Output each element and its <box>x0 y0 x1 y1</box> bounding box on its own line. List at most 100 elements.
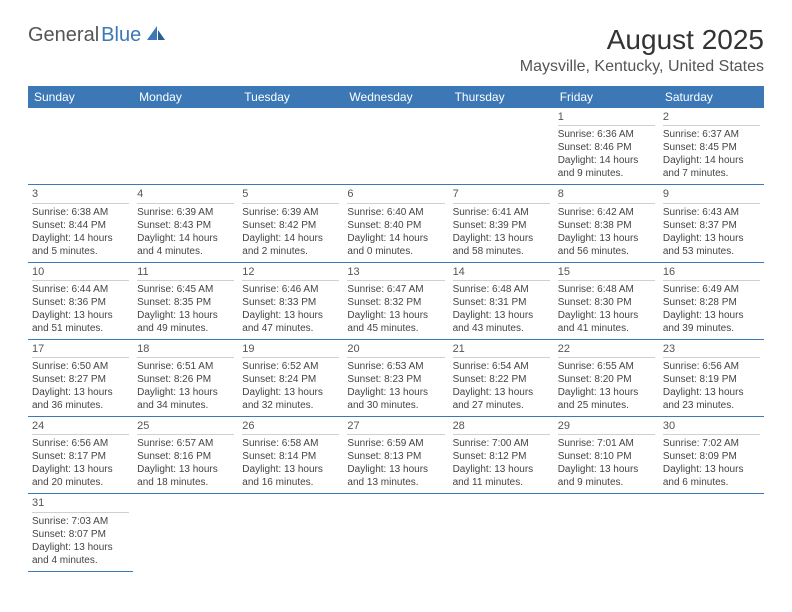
daylight-text: Daylight: 13 hours and 39 minutes. <box>663 309 760 335</box>
calendar-cell: 27Sunrise: 6:59 AMSunset: 8:13 PMDayligh… <box>343 417 448 494</box>
sunset-text: Sunset: 8:09 PM <box>663 450 760 463</box>
sunrise-text: Sunrise: 6:52 AM <box>242 360 339 373</box>
day-number: 9 <box>663 187 760 203</box>
calendar-cell: 17Sunrise: 6:50 AMSunset: 8:27 PMDayligh… <box>28 339 133 416</box>
day-number: 3 <box>32 187 129 203</box>
sunset-text: Sunset: 8:44 PM <box>32 219 129 232</box>
calendar-week: 31Sunrise: 7:03 AMSunset: 8:07 PMDayligh… <box>28 494 764 571</box>
daylight-text: Daylight: 13 hours and 4 minutes. <box>32 541 129 567</box>
sunrise-text: Sunrise: 6:51 AM <box>137 360 234 373</box>
sunrise-text: Sunrise: 6:40 AM <box>347 206 444 219</box>
sunrise-text: Sunrise: 7:02 AM <box>663 437 760 450</box>
calendar-cell: 26Sunrise: 6:58 AMSunset: 8:14 PMDayligh… <box>238 417 343 494</box>
sunset-text: Sunset: 8:10 PM <box>558 450 655 463</box>
sunrise-text: Sunrise: 6:41 AM <box>453 206 550 219</box>
calendar-cell: 16Sunrise: 6:49 AMSunset: 8:28 PMDayligh… <box>659 262 764 339</box>
day-number: 23 <box>663 342 760 358</box>
day-number: 12 <box>242 265 339 281</box>
day-number: 8 <box>558 187 655 203</box>
sunset-text: Sunset: 8:32 PM <box>347 296 444 309</box>
sunset-text: Sunset: 8:33 PM <box>242 296 339 309</box>
sunrise-text: Sunrise: 6:56 AM <box>663 360 760 373</box>
sunset-text: Sunset: 8:43 PM <box>137 219 234 232</box>
sunrise-text: Sunrise: 6:54 AM <box>453 360 550 373</box>
daylight-text: Daylight: 14 hours and 4 minutes. <box>137 232 234 258</box>
calendar-cell: 18Sunrise: 6:51 AMSunset: 8:26 PMDayligh… <box>133 339 238 416</box>
daylight-text: Daylight: 13 hours and 41 minutes. <box>558 309 655 335</box>
calendar-cell: 15Sunrise: 6:48 AMSunset: 8:30 PMDayligh… <box>554 262 659 339</box>
title-block: August 2025 Maysville, Kentucky, United … <box>520 24 764 76</box>
sunrise-text: Sunrise: 7:00 AM <box>453 437 550 450</box>
sunrise-text: Sunrise: 6:42 AM <box>558 206 655 219</box>
calendar-cell: 21Sunrise: 6:54 AMSunset: 8:22 PMDayligh… <box>449 339 554 416</box>
sunset-text: Sunset: 8:19 PM <box>663 373 760 386</box>
day-number: 6 <box>347 187 444 203</box>
sunrise-text: Sunrise: 6:55 AM <box>558 360 655 373</box>
daylight-text: Daylight: 13 hours and 53 minutes. <box>663 232 760 258</box>
daylight-text: Daylight: 13 hours and 6 minutes. <box>663 463 760 489</box>
calendar-cell: 8Sunrise: 6:42 AMSunset: 8:38 PMDaylight… <box>554 185 659 262</box>
sunrise-text: Sunrise: 6:53 AM <box>347 360 444 373</box>
sunset-text: Sunset: 8:23 PM <box>347 373 444 386</box>
sunset-text: Sunset: 8:20 PM <box>558 373 655 386</box>
calendar-cell: 25Sunrise: 6:57 AMSunset: 8:16 PMDayligh… <box>133 417 238 494</box>
sunset-text: Sunset: 8:37 PM <box>663 219 760 232</box>
calendar-cell: 5Sunrise: 6:39 AMSunset: 8:42 PMDaylight… <box>238 185 343 262</box>
daylight-text: Daylight: 13 hours and 23 minutes. <box>663 386 760 412</box>
col-sunday: Sunday <box>28 86 133 108</box>
sunrise-text: Sunrise: 7:03 AM <box>32 515 129 528</box>
location: Maysville, Kentucky, United States <box>520 58 764 76</box>
day-number: 22 <box>558 342 655 358</box>
sunrise-text: Sunrise: 6:47 AM <box>347 283 444 296</box>
day-header-row: Sunday Monday Tuesday Wednesday Thursday… <box>28 86 764 108</box>
day-number: 10 <box>32 265 129 281</box>
calendar-cell: 9 Sunrise: 6:43 AMSunset: 8:37 PMDaylight… <box>659 185 764 262</box>
sunset-text: Sunset: 8:16 PM <box>137 450 234 463</box>
daylight-text: Daylight: 13 hours and 20 minutes. <box>32 463 129 489</box>
daylight-text: Daylight: 13 hours and 9 minutes. <box>558 463 655 489</box>
col-tuesday: Tuesday <box>238 86 343 108</box>
day-number: 15 <box>558 265 655 281</box>
calendar-cell: 12Sunrise: 6:46 AMSunset: 8:33 PMDayligh… <box>238 262 343 339</box>
calendar-week: 3Sunrise: 6:38 AMSunset: 8:44 PMDaylight… <box>28 185 764 262</box>
sunrise-text: Sunrise: 6:43 AM <box>663 206 760 219</box>
sunrise-text: Sunrise: 7:01 AM <box>558 437 655 450</box>
daylight-text: Daylight: 14 hours and 0 minutes. <box>347 232 444 258</box>
day-number: 4 <box>137 187 234 203</box>
calendar-cell: 4 Sunrise: 6:39 AMSunset: 8:43 PMDaylight… <box>133 185 238 262</box>
calendar-cell <box>343 494 448 571</box>
calendar-cell: 2Sunrise: 6:37 AMSunset: 8:45 PMDaylight… <box>659 108 764 185</box>
calendar-cell: 10Sunrise: 6:44 AMSunset: 8:36 PMDayligh… <box>28 262 133 339</box>
calendar-cell: 29Sunrise: 7:01 AMSunset: 8:10 PMDayligh… <box>554 417 659 494</box>
day-number: 24 <box>32 419 129 435</box>
sunrise-text: Sunrise: 6:39 AM <box>137 206 234 219</box>
day-number: 18 <box>137 342 234 358</box>
calendar-cell: 23 Sunrise: 6:56 AMSunset: 8:19 PMDayligh… <box>659 339 764 416</box>
daylight-text: Daylight: 13 hours and 25 minutes. <box>558 386 655 412</box>
sunset-text: Sunset: 8:30 PM <box>558 296 655 309</box>
daylight-text: Daylight: 13 hours and 13 minutes. <box>347 463 444 489</box>
daylight-text: Daylight: 13 hours and 18 minutes. <box>137 463 234 489</box>
day-number: 13 <box>347 265 444 281</box>
calendar-cell <box>449 494 554 571</box>
calendar-week: 17Sunrise: 6:50 AMSunset: 8:27 PMDayligh… <box>28 339 764 416</box>
day-number: 7 <box>453 187 550 203</box>
sunset-text: Sunset: 8:22 PM <box>453 373 550 386</box>
sunset-text: Sunset: 8:27 PM <box>32 373 129 386</box>
daylight-text: Daylight: 13 hours and 47 minutes. <box>242 309 339 335</box>
calendar-cell: 24Sunrise: 6:56 AMSunset: 8:17 PMDayligh… <box>28 417 133 494</box>
calendar-cell: 28Sunrise: 7:00 AMSunset: 8:12 PMDayligh… <box>449 417 554 494</box>
sunset-text: Sunset: 8:26 PM <box>137 373 234 386</box>
sunrise-text: Sunrise: 6:59 AM <box>347 437 444 450</box>
sunset-text: Sunset: 8:24 PM <box>242 373 339 386</box>
logo-text-blue: Blue <box>101 24 141 47</box>
sunrise-text: Sunrise: 6:48 AM <box>453 283 550 296</box>
calendar-cell: 7Sunrise: 6:41 AMSunset: 8:39 PMDaylight… <box>449 185 554 262</box>
daylight-text: Daylight: 14 hours and 7 minutes. <box>663 154 760 180</box>
calendar-cell: 22 Sunrise: 6:55 AMSunset: 8:20 PMDayligh… <box>554 339 659 416</box>
calendar-table: Sunday Monday Tuesday Wednesday Thursday… <box>28 86 764 572</box>
logo: GeneralBlue <box>28 24 167 47</box>
day-number: 28 <box>453 419 550 435</box>
sunset-text: Sunset: 8:12 PM <box>453 450 550 463</box>
header: GeneralBlue August 2025 Maysville, Kentu… <box>28 24 764 76</box>
